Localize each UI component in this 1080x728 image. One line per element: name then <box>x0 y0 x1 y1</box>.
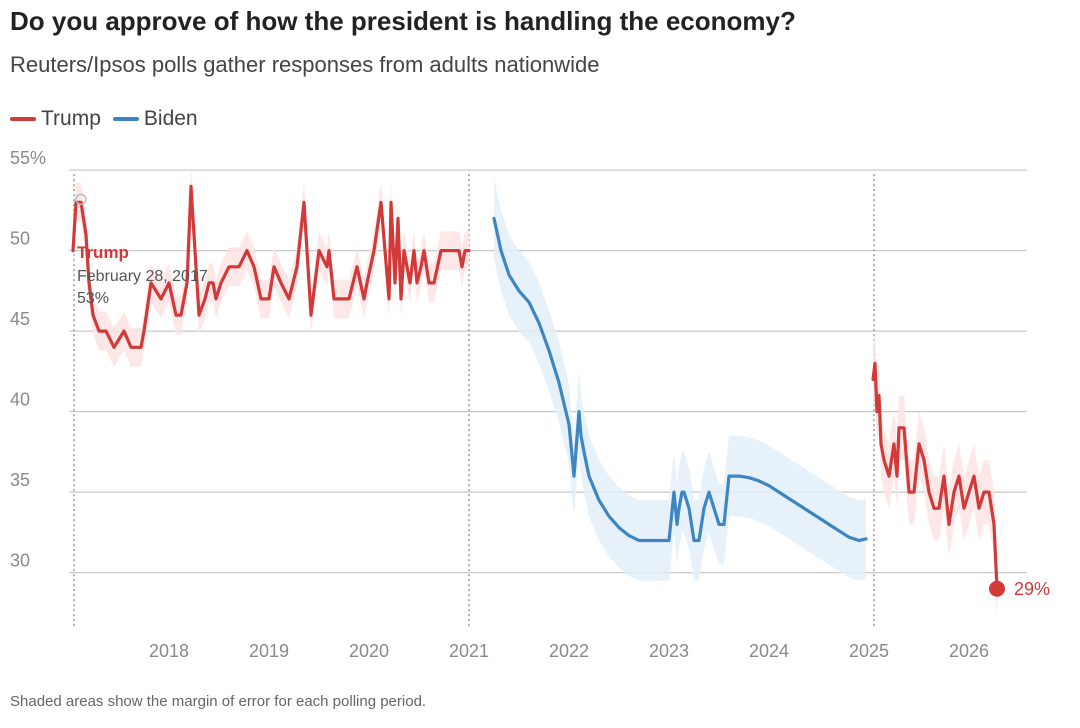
series-line-trump-0 <box>71 184 471 349</box>
x-tick-label: 2024 <box>749 641 789 661</box>
x-tick-label: 2026 <box>949 641 989 661</box>
y-tick-label: 55% <box>10 148 46 168</box>
line-chart: 55% 50 45 40 35 30 2018 2019 2020 2021 2022 2023 202… <box>10 148 1050 661</box>
x-tick-label: 2021 <box>449 641 489 661</box>
x-tick-label: 2019 <box>249 641 289 661</box>
y-tick-label: 35 <box>10 470 30 490</box>
x-tick-label: 2020 <box>349 641 389 661</box>
x-tick-label: 2022 <box>549 641 589 661</box>
annotation-series-label: Trump <box>77 243 129 262</box>
end-point-marker <box>989 580 1005 597</box>
legend-item-trump: Trump <box>10 107 101 131</box>
error-band-trump-0 <box>73 166 469 367</box>
legend-label-trump: Trump <box>41 107 101 130</box>
y-tick-label: 30 <box>10 551 30 571</box>
y-tick-label: 45 <box>10 309 30 329</box>
end-point-label: 29% <box>1014 579 1050 599</box>
legend: Trump Biden <box>10 107 198 131</box>
error-band-biden-1 <box>494 178 866 581</box>
legend-item-biden: Biden <box>112 107 198 131</box>
chart-title: Do you approve of how the president is h… <box>10 6 796 36</box>
x-tick-label: 2025 <box>849 641 889 661</box>
chart-subtitle: Reuters/Ipsos polls gather responses fro… <box>10 52 600 77</box>
y-tick-label: 50 <box>10 229 30 249</box>
annotation-marker <box>75 193 87 206</box>
series-line-trump-2 <box>871 361 999 591</box>
error-band-trump-2 <box>873 331 997 621</box>
legend-swatch-biden <box>112 117 139 121</box>
x-tick-label: 2023 <box>649 641 689 661</box>
x-tick-label: 2018 <box>149 641 189 661</box>
legend-swatch-trump <box>10 117 36 121</box>
y-tick-label: 40 <box>10 390 30 410</box>
annotation-value: 53% <box>77 290 109 307</box>
series-line-biden-1 <box>492 216 868 543</box>
annotation-date: February 28, 2017 <box>77 268 208 285</box>
footnote: Shaded areas show the margin of error fo… <box>10 693 427 710</box>
legend-label-biden: Biden <box>143 107 198 130</box>
